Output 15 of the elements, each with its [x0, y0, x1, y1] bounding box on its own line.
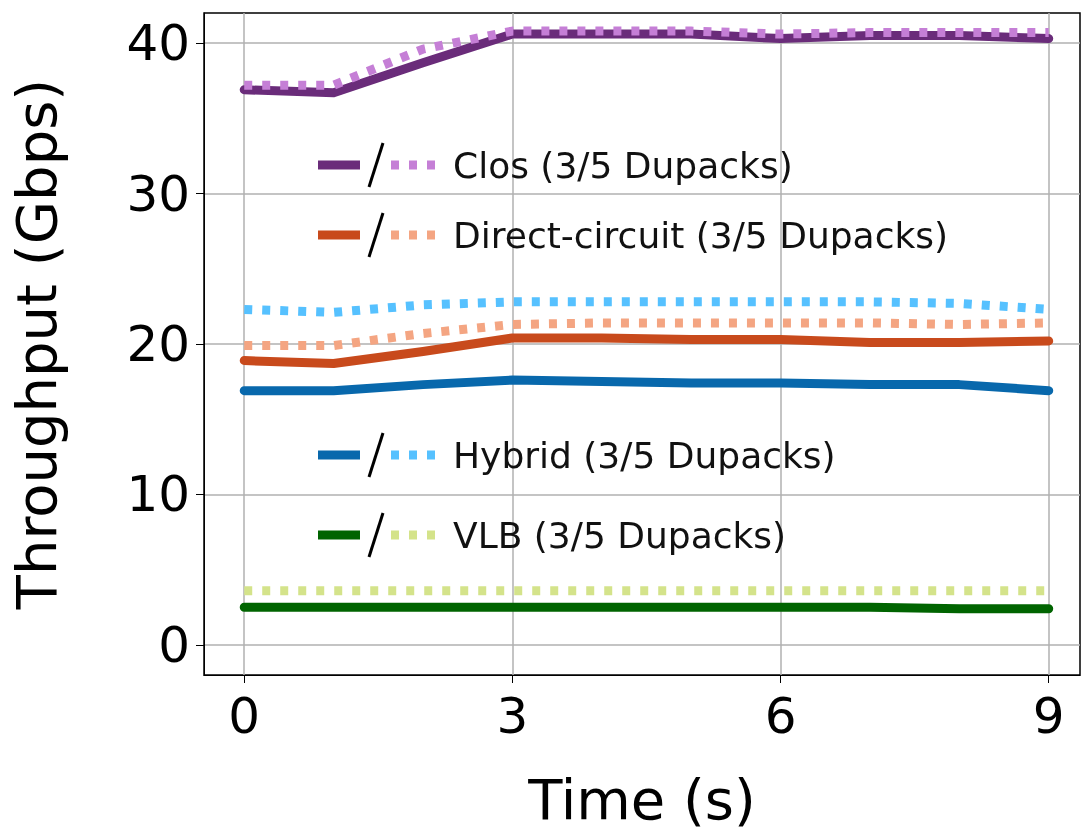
text: Direct-circuit (3/5 Dupacks)	[453, 214, 949, 256]
series-label: Hybrid (3/5 Dupacks)	[453, 434, 836, 476]
y-tick-label: 40	[126, 14, 190, 73]
x-tick-label: 3	[496, 687, 529, 745]
x-tick-label: 6	[764, 687, 797, 745]
x-axis-title: Time (s)	[527, 766, 756, 832]
text: Clos (3/5 Dupacks)	[453, 144, 793, 186]
x-tick-label: 9	[1032, 687, 1065, 745]
y-tick-label: 20	[126, 315, 190, 373]
y-axis-title: Throughput (Gbps)	[3, 78, 69, 611]
series-label: VLB (3/5 Dupacks)	[453, 514, 787, 556]
x-tick-label: 0	[228, 687, 261, 745]
y-tick-label: 10	[126, 465, 190, 524]
y-tick-label: 0	[158, 615, 190, 674]
y-tick-label: 30	[126, 164, 190, 223]
